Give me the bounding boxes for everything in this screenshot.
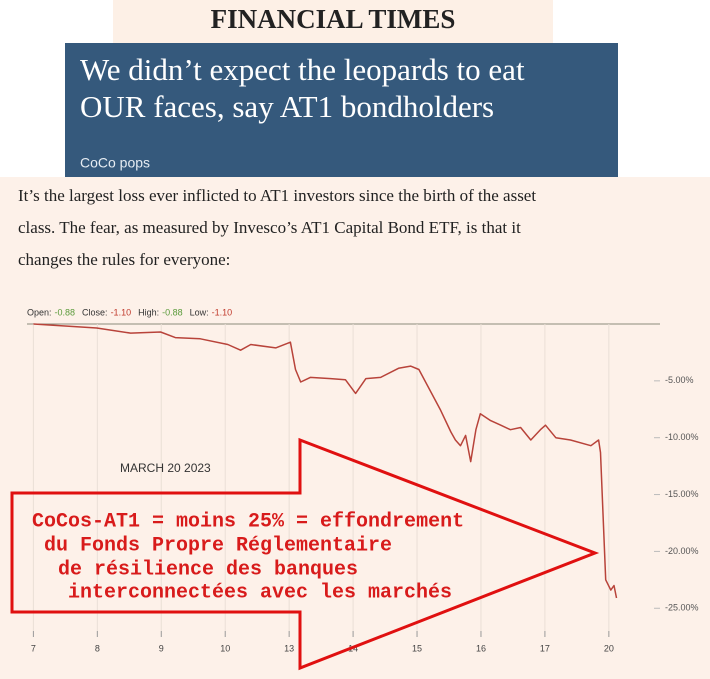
x-tick-label: 9 — [159, 643, 164, 653]
legend-value: -1.10 — [111, 307, 132, 317]
masthead-band — [113, 0, 553, 43]
legend-label: Low: — [190, 307, 209, 317]
price-line — [33, 323, 618, 599]
article-line: class. The fear, as measured by Invesco’… — [18, 218, 521, 237]
article-line: It’s the largest loss ever inflicted to … — [18, 186, 536, 205]
x-tick-label: 10 — [220, 643, 230, 653]
legend-value: -0.88 — [55, 307, 76, 317]
y-tick-label: -5.00% — [665, 375, 694, 385]
legend-value: -0.88 — [162, 307, 183, 317]
overlay-line: de résilience des banques — [58, 558, 358, 581]
chart-annotation: MARCH 20 2023 — [120, 461, 211, 475]
y-tick-label: -20.00% — [665, 546, 699, 556]
y-tick-label: -25.00% — [665, 603, 699, 613]
x-tick-label: 15 — [412, 643, 422, 653]
legend-label: Open: — [27, 307, 52, 317]
overlay-line: interconnectées avec les marchés — [68, 581, 452, 604]
headline-box — [65, 43, 618, 177]
section-label: CoCo pops — [80, 155, 150, 171]
headline: We didn’t expect the leopards to eat — [80, 52, 525, 87]
x-tick-label: 17 — [540, 643, 550, 653]
chart: Open: -0.88 Close: -1.10 High: -0.88 Low: -1.10… — [27, 307, 699, 653]
overlay-line: CoCos-AT1 = moins 25% = effondrement — [32, 510, 464, 533]
y-tick-label: -15.00% — [665, 489, 699, 499]
legend-value: -1.10 — [212, 307, 233, 317]
masthead: FINANCIAL TIMES — [211, 4, 456, 34]
x-tick-label: 20 — [604, 643, 614, 653]
x-tick-label: 8 — [95, 643, 100, 653]
overlay-line: du Fonds Propre Réglementaire — [44, 534, 392, 557]
legend-label: Close: — [82, 307, 108, 317]
x-tick-label: 7 — [31, 643, 36, 653]
x-tick-label: 13 — [284, 643, 294, 653]
y-tick-label: -10.00% — [665, 432, 699, 442]
article-background — [0, 177, 710, 679]
x-tick-label: 16 — [476, 643, 486, 653]
headline: OUR faces, say AT1 bondholders — [80, 89, 494, 124]
legend-label: High: — [138, 307, 159, 317]
article-line: changes the rules for everyone: — [18, 250, 230, 269]
arrow — [10, 437, 600, 671]
